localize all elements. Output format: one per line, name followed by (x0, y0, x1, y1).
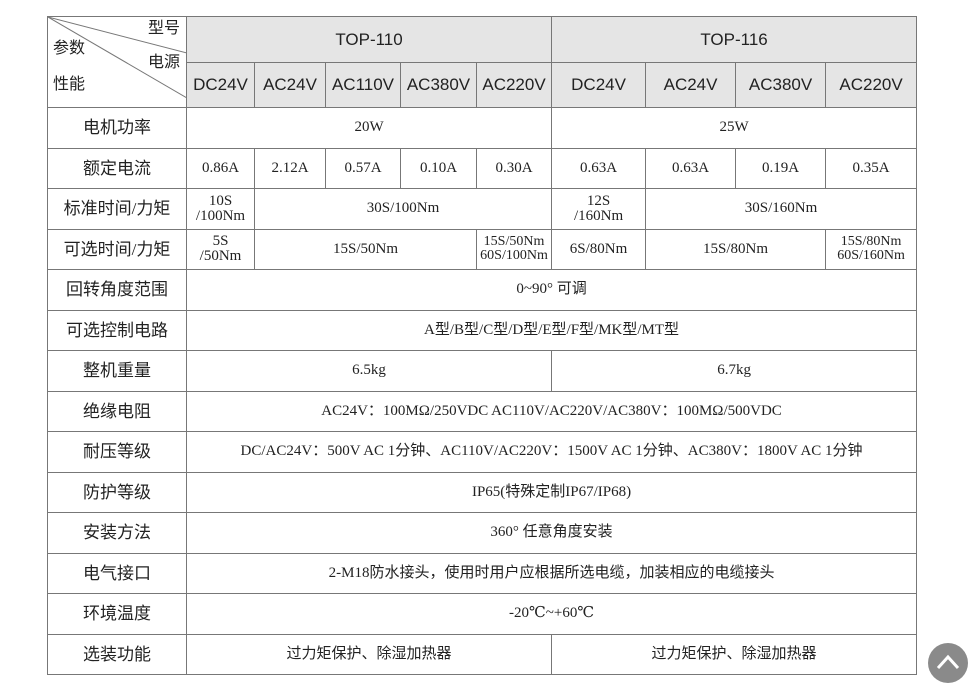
power-header: AC24V (645, 61, 737, 108)
row: 整机重量 6.5kg 6.7kg (47, 350, 918, 392)
row-label: 绝缘电阻 (47, 390, 187, 432)
cell: 15S/50Nm 60S/100Nm (475, 228, 553, 270)
cell: -20℃~+60℃ (185, 593, 918, 635)
corner-label: 电源 (147, 54, 180, 71)
cell: AC24V：100MΩ/250VDC AC110V/AC220V/AC380V：… (185, 390, 918, 432)
cell: 30S/160Nm (645, 188, 918, 230)
row-label: 防护等级 (47, 471, 187, 513)
cell: 30S/100Nm (253, 188, 553, 230)
model-header: TOP-110 (185, 16, 553, 63)
corner-label: 型号 (147, 20, 180, 37)
model-header: TOP-116 (551, 16, 918, 63)
row-label: 标准时间/力矩 (47, 188, 187, 230)
cell: 6.7kg (551, 350, 918, 392)
power-header: AC24V (254, 61, 326, 108)
cell: 0.10A (400, 147, 477, 189)
row: 选装功能 过力矩保护、除湿加热器 过力矩保护、除湿加热器 (47, 633, 918, 675)
cell: DC/AC24V：500V AC 1分钟、AC110V/AC220V：1500V… (185, 431, 918, 473)
cell: 0.57A (325, 147, 401, 189)
corner-diagonals (48, 17, 186, 98)
corner-label: 性能 (53, 76, 86, 93)
row: 可选时间/力矩 5S /50Nm 15S/50Nm 15S/50Nm 60S/1… (47, 228, 918, 270)
spec-table: 型号 参数 电源 性能 TOP-110 TOP-116 DC24V AC24V … (47, 16, 918, 675)
cell: 20W (185, 107, 553, 149)
row: 耐压等级 DC/AC24V：500V AC 1分钟、AC110V/AC220V：1… (47, 431, 918, 473)
cell: 0.35A (825, 147, 918, 189)
row: 安装方法 360° 任意角度安装 (47, 512, 918, 554)
power-header: AC220V (475, 61, 553, 108)
cell: 0.63A (551, 147, 647, 189)
power-header: DC24V (551, 61, 647, 108)
cell: 5S /50Nm (186, 228, 255, 270)
row: 额定电流 0.86A 2.12A 0.57A 0.10A 0.30A 0.63A… (47, 147, 918, 189)
cell: 15S/50Nm (254, 228, 477, 270)
cell: 15S/80Nm (645, 228, 827, 270)
corner-label: 参数 (53, 40, 86, 57)
power-header: AC110V (325, 61, 401, 108)
cell: 2-M18防水接头，使用时用户应根据所选电缆，加装相应的电缆接头 (185, 552, 918, 594)
row: 环境温度 -20℃~+60℃ (47, 593, 918, 635)
cell: 0~90° 可调 (185, 269, 918, 311)
cell: IP65(特殊定制IP67/IP68) (185, 471, 918, 513)
cell: 10S /100Nm (186, 188, 255, 230)
power-header: AC380V (400, 61, 477, 108)
cell: 过力矩保护、除湿加热器 (551, 633, 918, 675)
corner-cell: 型号 参数 电源 性能 (47, 16, 187, 108)
cell: 6S/80Nm (551, 228, 647, 270)
cell: 6.5kg (185, 350, 553, 392)
cell: 15S/80Nm 60S/160Nm (825, 228, 918, 270)
row-label: 环境温度 (47, 593, 187, 635)
row: 电机功率 20W 25W (47, 107, 918, 149)
row-label: 电气接口 (47, 552, 187, 594)
power-header: AC380V (735, 61, 827, 108)
row-label: 可选时间/力矩 (47, 228, 187, 270)
row-label: 选装功能 (47, 633, 187, 675)
row-label: 耐压等级 (47, 431, 187, 473)
cell: 25W (551, 107, 918, 149)
cell: 0.30A (475, 147, 553, 189)
row-label: 回转角度范围 (47, 269, 187, 311)
cell: 0.19A (735, 147, 827, 189)
row-label: 额定电流 (47, 147, 187, 189)
row: 可选控制电路 A型/B型/C型/D型/E型/F型/MK型/MT型 (47, 309, 918, 351)
cell: 过力矩保护、除湿加热器 (185, 633, 553, 675)
row: 防护等级 IP65(特殊定制IP67/IP68) (47, 471, 918, 513)
cell: 360° 任意角度安装 (185, 512, 918, 554)
cell: A型/B型/C型/D型/E型/F型/MK型/MT型 (185, 309, 918, 351)
power-header: AC220V (825, 61, 918, 108)
row-label: 可选控制电路 (47, 309, 187, 351)
row-label: 安装方法 (47, 512, 187, 554)
cell: 0.63A (645, 147, 737, 189)
row: 标准时间/力矩 10S /100Nm 30S/100Nm 12S /160Nm … (47, 188, 918, 230)
cell: 2.12A (254, 147, 326, 189)
header-row: DC24V AC24V AC110V AC380V AC220V DC24V A… (48, 61, 918, 108)
power-header: DC24V (186, 61, 255, 108)
row: 电气接口 2-M18防水接头，使用时用户应根据所选电缆，加装相应的电缆接头 (47, 552, 918, 594)
scroll-top-button[interactable] (928, 643, 968, 683)
row-label: 整机重量 (47, 350, 187, 392)
cell: 0.86A (186, 147, 255, 189)
row-label: 电机功率 (47, 107, 187, 149)
cell: 12S /160Nm (551, 188, 647, 230)
row: 回转角度范围 0~90° 可调 (47, 269, 918, 311)
header-row: 型号 参数 电源 性能 TOP-110 TOP-116 (47, 16, 918, 108)
row: 绝缘电阻 AC24V：100MΩ/250VDC AC110V/AC220V/AC3… (47, 390, 918, 432)
